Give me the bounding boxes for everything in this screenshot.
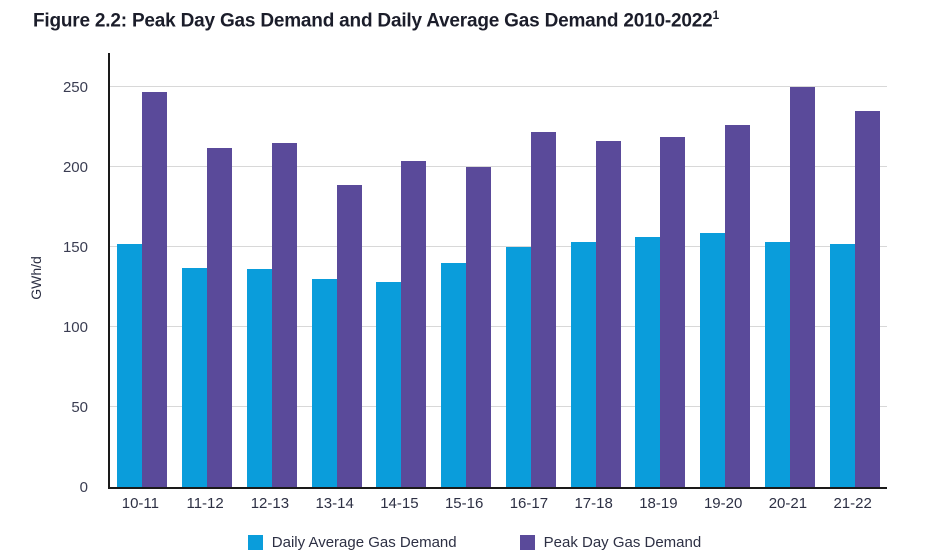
y-tick-150: 150 <box>62 239 88 256</box>
y-tick-200: 200 <box>62 159 88 176</box>
bar-peak-day-gas-demand-15-16 <box>466 167 492 487</box>
bar-daily-average-gas-demand-11-12 <box>182 267 208 487</box>
x-label-17-18: 17-18 <box>574 495 613 512</box>
x-label-20-21: 20-21 <box>768 495 808 512</box>
bar-peak-day-gas-demand-16-17 <box>530 131 556 487</box>
x-label-13-14: 13-14 <box>315 495 354 512</box>
legend-item-peak-day-gas-demand: Peak Day Gas Demand <box>519 534 702 551</box>
x-label-15-16: 15-16 <box>444 495 484 512</box>
bar-peak-day-gas-demand-21-22 <box>854 111 880 487</box>
figure-title-text: Figure 2.2: Peak Day Gas Demand and Dail… <box>33 10 713 32</box>
x-label-14-15: 14-15 <box>380 495 419 512</box>
bar-group-16-17 <box>499 53 564 487</box>
legend: Daily Average Gas Demand Peak Day Gas Dem… <box>0 534 949 551</box>
bar-group-17-18 <box>563 53 628 487</box>
gridline-250 <box>110 86 887 87</box>
y-axis-tick-labels: 0 50 100 150 200 250 <box>40 53 98 496</box>
x-label-10-11: 10-11 <box>121 495 159 512</box>
x-label-16-17: 16-17 <box>509 495 549 512</box>
bar-group-14-15 <box>369 53 434 487</box>
bar-daily-average-gas-demand-21-22 <box>829 243 855 487</box>
bar-group-10-11 <box>110 53 175 487</box>
gridline-150 <box>110 246 887 247</box>
bar-peak-day-gas-demand-10-11 <box>142 91 168 487</box>
bar-peak-day-gas-demand-14-15 <box>401 160 427 487</box>
gridline-200 <box>110 166 887 167</box>
bar-group-18-19 <box>628 53 693 487</box>
bar-peak-day-gas-demand-12-13 <box>271 143 297 487</box>
bar-group-15-16 <box>434 53 499 487</box>
bar-group-20-21 <box>758 53 823 487</box>
x-label-21-22: 21-22 <box>833 495 872 512</box>
bar-group-21-22 <box>822 53 887 487</box>
y-tick-100: 100 <box>62 319 88 336</box>
bar-peak-day-gas-demand-19-20 <box>725 125 751 487</box>
y-tick-250: 250 <box>62 79 88 96</box>
x-axis-labels: 10-11 11-12 12-13 13-14 14-15 15-16 16-17 17-18… <box>108 495 885 512</box>
bar-daily-average-gas-demand-18-19 <box>635 237 661 487</box>
footnote-marker: 1 <box>712 8 719 22</box>
bar-daily-average-gas-demand-20-21 <box>764 242 790 487</box>
bar-peak-day-gas-demand-20-21 <box>789 87 815 487</box>
x-label-12-13: 12-13 <box>250 495 290 512</box>
bar-group-13-14 <box>304 53 369 487</box>
legend-swatch-peak-day-gas-demand <box>519 535 535 550</box>
y-tick-0: 0 <box>79 479 88 496</box>
bars-row <box>110 53 887 487</box>
legend-item-daily-average-gas-demand: Daily Average Gas Demand <box>247 534 457 551</box>
bar-group-12-13 <box>240 53 305 487</box>
bar-daily-average-gas-demand-19-20 <box>700 232 726 487</box>
gridline-100 <box>110 326 887 327</box>
bar-daily-average-gas-demand-15-16 <box>441 263 467 487</box>
bar-daily-average-gas-demand-12-13 <box>246 269 272 487</box>
figure-title: Figure 2.2: Peak Day Gas Demand and Dail… <box>33 8 719 32</box>
plot-area <box>108 53 887 489</box>
legend-swatch-daily-average-gas-demand <box>247 535 263 550</box>
bar-peak-day-gas-demand-13-14 <box>336 184 362 487</box>
legend-label-peak-day-gas-demand: Peak Day Gas Demand <box>543 534 702 551</box>
bar-daily-average-gas-demand-10-11 <box>117 243 143 487</box>
bar-daily-average-gas-demand-14-15 <box>376 282 402 487</box>
bar-peak-day-gas-demand-18-19 <box>660 136 686 487</box>
x-label-18-19: 18-19 <box>639 495 678 512</box>
bar-peak-day-gas-demand-17-18 <box>595 141 621 487</box>
gridline-50 <box>110 406 887 407</box>
x-label-19-20: 19-20 <box>703 495 743 512</box>
y-tick-50: 50 <box>71 399 88 416</box>
bar-group-11-12 <box>175 53 240 487</box>
bar-daily-average-gas-demand-16-17 <box>505 247 531 487</box>
bar-daily-average-gas-demand-17-18 <box>570 242 596 487</box>
bar-group-19-20 <box>693 53 758 487</box>
legend-label-daily-average-gas-demand: Daily Average Gas Demand <box>271 534 457 551</box>
bar-peak-day-gas-demand-11-12 <box>207 147 233 487</box>
x-label-11-12: 11-12 <box>186 495 224 512</box>
bar-daily-average-gas-demand-13-14 <box>311 279 337 487</box>
